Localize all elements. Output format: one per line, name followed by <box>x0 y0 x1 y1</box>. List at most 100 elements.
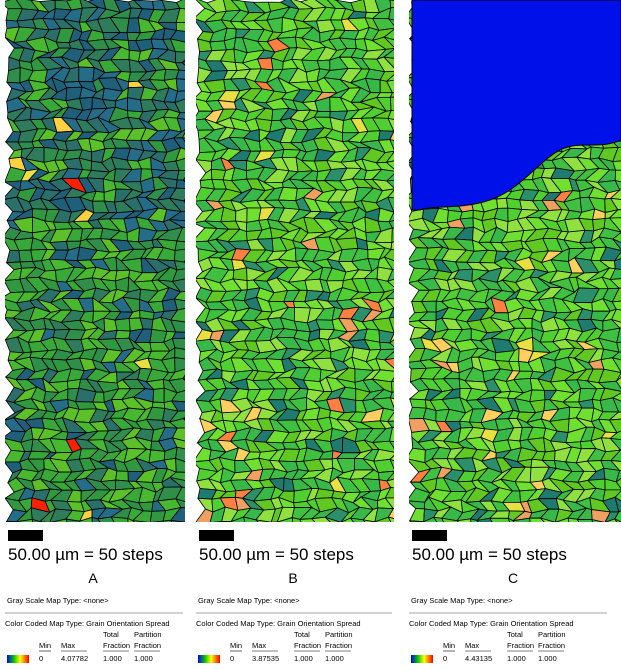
grain <box>602 530 621 542</box>
grain <box>188 490 200 502</box>
grain <box>66 519 81 531</box>
header-total: Fraction <box>294 641 321 650</box>
grain <box>497 198 508 208</box>
grain <box>253 528 278 542</box>
grain <box>466 533 487 543</box>
grain <box>123 532 145 541</box>
header-partition: Partition <box>538 630 566 639</box>
grain <box>115 530 129 542</box>
grain <box>183 367 201 380</box>
grain <box>271 522 284 530</box>
grain <box>7 250 21 263</box>
header-min: Min <box>230 641 242 650</box>
header-partition: Fraction <box>538 641 565 650</box>
grain <box>7 522 23 530</box>
grain <box>56 42 70 48</box>
grain <box>184 247 199 262</box>
header-partition: Fraction <box>134 641 161 650</box>
color-bar <box>411 655 433 663</box>
grain <box>19 250 33 262</box>
grain <box>115 319 130 332</box>
grain <box>542 528 558 539</box>
grain <box>102 529 119 542</box>
header-total: Total <box>294 630 310 639</box>
value-max: 3.87535 <box>252 654 279 663</box>
gray-scale-text: Gray Scale Map Type: <none> <box>411 596 513 605</box>
scale-bar-label: 50.00 µm = 50 steps <box>8 545 163 564</box>
value-total: 1.000 <box>507 654 526 663</box>
header-partition: Partition <box>134 630 162 639</box>
grain <box>315 489 334 499</box>
color-coded-text: Color Coded Map Type: Grain Orientation … <box>5 619 170 628</box>
grain <box>55 529 70 542</box>
grain <box>588 530 610 543</box>
grain-map <box>192 0 422 543</box>
grain <box>270 530 284 539</box>
grain <box>76 532 93 541</box>
grain <box>176 180 194 189</box>
grain <box>133 521 155 532</box>
grain <box>176 70 191 80</box>
grain <box>174 248 192 262</box>
grain <box>153 388 164 402</box>
grain <box>289 532 306 537</box>
scale-bar-label: 50.00 µm = 50 steps <box>199 545 354 564</box>
grain <box>210 41 227 51</box>
grain <box>163 520 178 531</box>
value-partition: 1.000 <box>538 654 557 663</box>
panel-label: A <box>88 570 98 586</box>
panel-label: B <box>288 570 297 586</box>
color-coded-text: Color Coded Map Type: Grain Orientation … <box>196 619 361 628</box>
grain <box>174 261 191 270</box>
value-total: 1.000 <box>103 654 122 663</box>
grain-map <box>1 0 207 543</box>
grain <box>279 530 294 539</box>
grain <box>115 330 130 338</box>
value-total: 1.000 <box>294 654 313 663</box>
header-total: Fraction <box>103 641 130 650</box>
grain <box>410 521 426 531</box>
color-coded-text: Color Coded Map Type: Grain Orientation … <box>409 619 574 628</box>
grain <box>313 528 336 542</box>
grain <box>242 528 263 542</box>
grain <box>69 530 81 543</box>
value-partition: 1.000 <box>325 654 344 663</box>
header-max: Max <box>465 641 479 650</box>
grain <box>457 519 472 533</box>
grain <box>390 0 407 8</box>
grain <box>326 528 342 541</box>
grain <box>514 533 531 542</box>
grain <box>147 527 170 541</box>
grain <box>79 67 95 82</box>
scale-bar <box>8 530 43 541</box>
grain <box>454 531 472 543</box>
grain <box>385 528 409 539</box>
figure-svg: 50.00 µm = 50 steps A Gray Scale Map Type:… <box>0 0 621 670</box>
grain <box>174 528 191 542</box>
grain <box>40 522 55 529</box>
grain <box>390 92 404 97</box>
grain <box>85 529 105 541</box>
grain <box>188 348 199 362</box>
grain <box>561 532 584 542</box>
grain <box>111 517 129 532</box>
grain <box>210 522 228 532</box>
grain <box>354 529 371 543</box>
grain <box>193 448 211 462</box>
grain <box>150 521 170 532</box>
grain <box>43 528 57 540</box>
header-max: Max <box>252 641 266 650</box>
grain <box>67 379 80 389</box>
grain <box>116 471 129 481</box>
grain <box>340 530 359 540</box>
grain <box>490 518 512 529</box>
grain <box>188 502 203 513</box>
header-max: Max <box>61 641 75 650</box>
grain <box>574 532 593 542</box>
grain <box>188 359 199 369</box>
grain <box>389 7 408 21</box>
color-bar <box>7 655 29 663</box>
gray-scale-text: Gray Scale Map Type: <none> <box>198 596 300 605</box>
grain <box>513 518 531 533</box>
header-min: Min <box>443 641 455 650</box>
